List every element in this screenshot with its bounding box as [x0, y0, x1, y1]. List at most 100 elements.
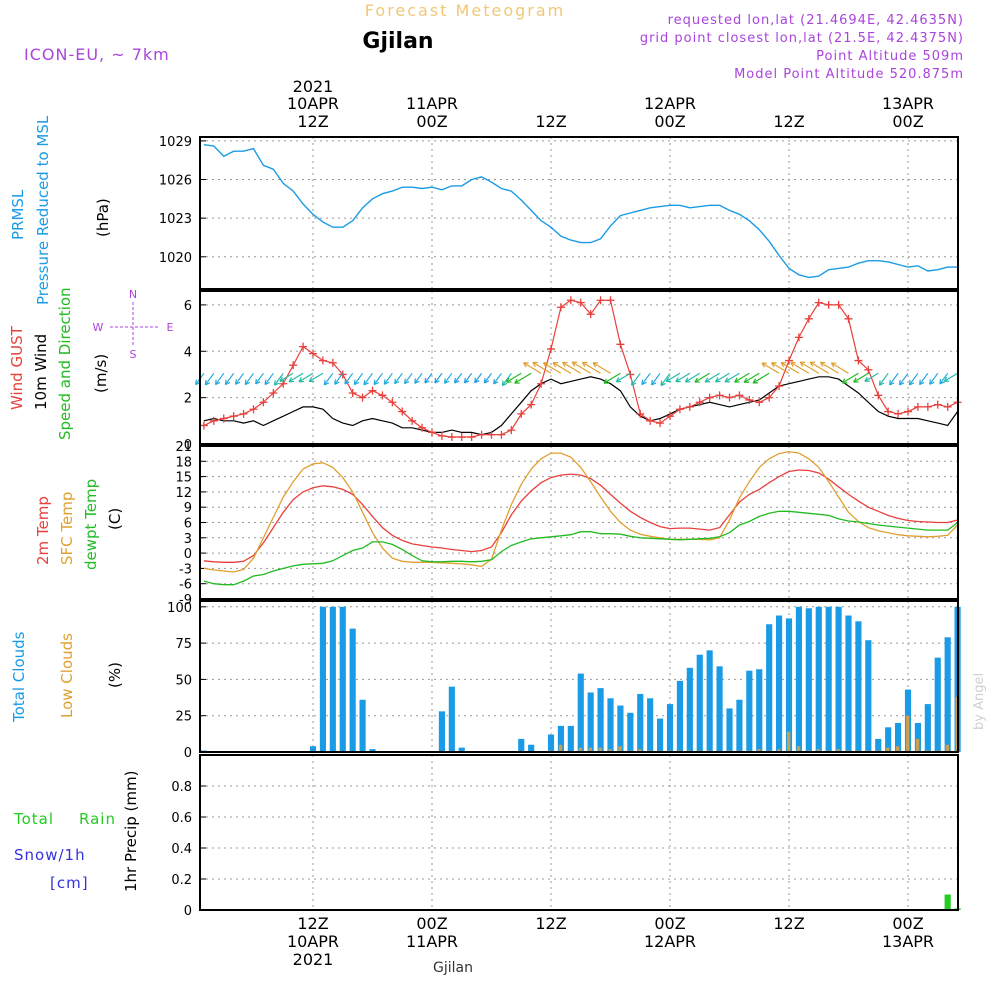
- wind-arrow-head: [308, 376, 315, 383]
- gust-marker: [318, 356, 327, 365]
- wind-arrow-head: [273, 380, 280, 386]
- precip-label-rain: Rain: [79, 810, 116, 828]
- wind-arrow-head: [344, 378, 350, 385]
- gust-marker: [824, 300, 833, 309]
- wind-arrow-head: [864, 376, 870, 382]
- total-cloud-bar: [597, 688, 604, 752]
- gust-marker: [388, 398, 397, 407]
- gust-marker: [428, 428, 436, 437]
- y-tick-label: 0.8: [171, 780, 192, 795]
- gust-marker: [576, 298, 585, 307]
- wind-arrow-head: [819, 361, 826, 367]
- wind-arrow: [582, 361, 601, 374]
- low-cloud-bar: [598, 747, 602, 752]
- wind-arrow: [675, 372, 691, 383]
- wind-arrow: [454, 372, 463, 384]
- wind-arrow-head: [464, 377, 470, 384]
- wind-arrow: [244, 372, 254, 385]
- total-cloud-bar: [885, 727, 892, 752]
- model-label: ICON-EU, ~ 7km: [24, 45, 170, 64]
- y-tick-label: 1026: [159, 174, 192, 189]
- total-cloud-bar: [944, 637, 951, 752]
- low-cloud-bar: [816, 749, 821, 752]
- wind-arrow-head: [665, 376, 672, 383]
- y-tick-label: 0: [184, 904, 192, 919]
- wind-arrow: [334, 372, 344, 385]
- wind-arrow: [631, 372, 641, 386]
- point-altitude: Point Altitude 509m: [816, 49, 964, 64]
- wind-arrow-head: [334, 379, 340, 385]
- wind-arrow-head: [255, 378, 261, 385]
- wind-arrow-head: [571, 361, 578, 367]
- y-tick-label: 1029: [159, 135, 192, 150]
- wind-speed-line: [203, 376, 959, 436]
- low-cloud-bar: [896, 746, 900, 752]
- gust-marker: [834, 300, 843, 309]
- wind-arrow: [224, 372, 235, 385]
- wind-arrow: [715, 372, 730, 383]
- wind-arrow: [908, 372, 919, 386]
- panel-frame: [199, 445, 959, 600]
- grid-layer: [200, 137, 958, 911]
- wind-arrow: [308, 372, 324, 383]
- y-tick-label: 1023: [159, 212, 192, 227]
- wind-arrow: [615, 372, 631, 383]
- total-cloud-bar: [934, 657, 941, 752]
- gust-marker: [378, 391, 387, 400]
- wind-arrow: [552, 362, 572, 374]
- wind-arrow-head: [809, 361, 816, 367]
- temp-label-2: SFC Temp: [58, 492, 76, 565]
- gust-marker: [477, 430, 486, 439]
- temp-labels: 2m Temp SFC Temp dewpt Temp (C): [34, 479, 124, 570]
- total-cloud-bar: [359, 699, 366, 752]
- wind-arrow-head: [214, 379, 221, 386]
- panel-frame: [199, 600, 959, 753]
- bottom-tick-label: 10APR: [287, 932, 339, 951]
- total-cloud-bar: [924, 704, 931, 752]
- y-tick-label: 12: [175, 486, 192, 501]
- wind-arrow: [724, 372, 740, 383]
- y-tick-label: 9: [184, 501, 192, 516]
- wind-arrow: [444, 372, 453, 384]
- wind-labels: Wind GUST 10m Wind Speed and Direction (…: [8, 287, 174, 440]
- gust-marker: [566, 296, 575, 305]
- wind-arrow: [414, 372, 423, 384]
- wind-arrow: [752, 372, 770, 384]
- wind-arrow: [734, 372, 750, 383]
- wind-arrow-head: [799, 361, 806, 367]
- total-cloud-bar: [528, 744, 535, 752]
- wind-arrow-head: [918, 379, 925, 386]
- total-cloud-bar: [666, 704, 674, 752]
- y-tick-label: -3: [179, 562, 192, 577]
- gust-marker: [249, 405, 258, 414]
- total-cloud-bar: [676, 680, 683, 752]
- wind-arrow-head: [323, 379, 330, 386]
- y-tick-label: 25: [175, 710, 192, 725]
- wind-arrow-head: [752, 378, 759, 384]
- bottom-tick-label: 2021: [293, 950, 334, 969]
- wind-arrow: [743, 372, 760, 383]
- wind-arrow: [215, 372, 225, 385]
- y-tick-label: -6: [179, 578, 192, 593]
- total-cloud-bar: [458, 747, 465, 752]
- wind-arrow: [771, 362, 790, 374]
- gust-marker: [705, 393, 714, 402]
- y-tick-label: 18: [175, 455, 192, 470]
- wind-arrow-head: [383, 379, 390, 385]
- wind-arrow-head: [552, 361, 559, 368]
- total-cloud-bar: [696, 654, 703, 752]
- low-cloud-bar: [618, 746, 622, 752]
- pressure-unit: (hPa): [94, 198, 112, 237]
- y-tick-label: 21: [175, 440, 192, 455]
- gust-marker: [884, 407, 893, 416]
- frame-layer: [199, 136, 959, 911]
- low-cloud-bar: [608, 749, 612, 752]
- gust-marker: [616, 340, 625, 349]
- bottom-tick-label: 12APR: [644, 932, 696, 951]
- wind-arrow-head: [234, 379, 241, 385]
- top-tick-hour: 00Z: [892, 112, 923, 131]
- wind-arrow: [344, 372, 354, 385]
- wind-arrow-head: [514, 378, 520, 384]
- wind-arrow-head: [414, 378, 420, 384]
